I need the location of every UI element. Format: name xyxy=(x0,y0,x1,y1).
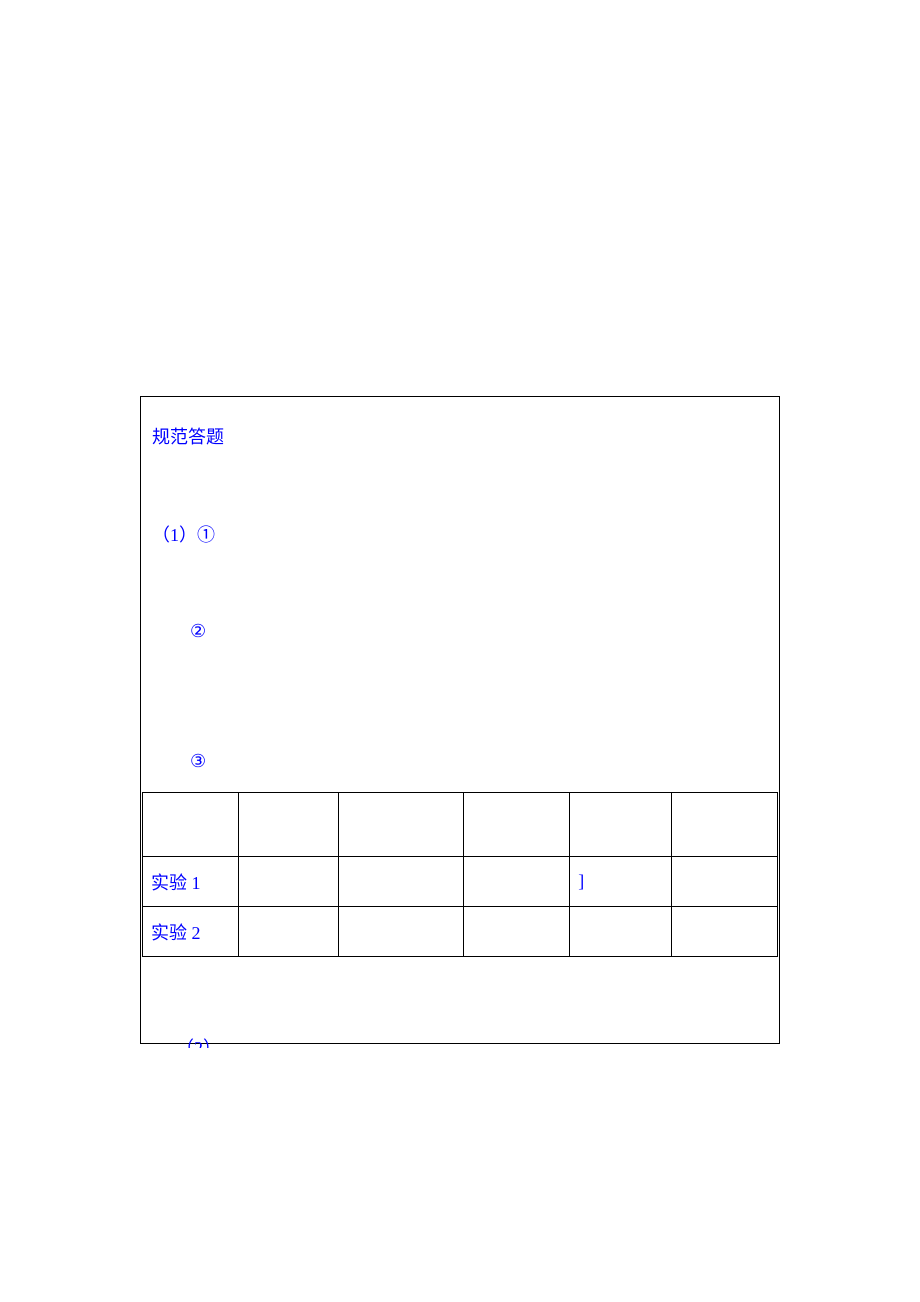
item-1: （1）① xyxy=(152,521,215,547)
table-cell: 实验 2 xyxy=(143,907,239,957)
table-cell xyxy=(570,793,672,857)
table-cell xyxy=(238,793,338,857)
table-cell: ] xyxy=(570,857,672,907)
table-cell xyxy=(464,793,570,857)
bottom-partial-text: （2） xyxy=(176,1034,221,1060)
section-title: 规范答题 xyxy=(152,423,224,449)
table-row xyxy=(143,793,778,857)
table-cell xyxy=(338,907,464,957)
table-cell xyxy=(338,857,464,907)
table-cell xyxy=(238,857,338,907)
table-cell xyxy=(570,907,672,957)
table-row: 实验 1 ] xyxy=(143,857,778,907)
table-row: 实验 2 xyxy=(143,907,778,957)
table-cell xyxy=(672,857,778,907)
experiment-table: 实验 1 ] 实验 2 xyxy=(142,792,778,957)
table-cell: 实验 1 xyxy=(143,857,239,907)
table-cell xyxy=(672,907,778,957)
table-cell xyxy=(338,793,464,857)
item-3: ③ xyxy=(190,751,206,772)
table-cell xyxy=(464,907,570,957)
item-2: ② xyxy=(190,621,206,642)
experiment-1-label: 实验 1 xyxy=(143,873,201,893)
table-cell xyxy=(238,907,338,957)
table-cell xyxy=(143,793,239,857)
table-cell xyxy=(464,857,570,907)
table-cell xyxy=(672,793,778,857)
experiment-2-label: 实验 2 xyxy=(143,923,201,943)
